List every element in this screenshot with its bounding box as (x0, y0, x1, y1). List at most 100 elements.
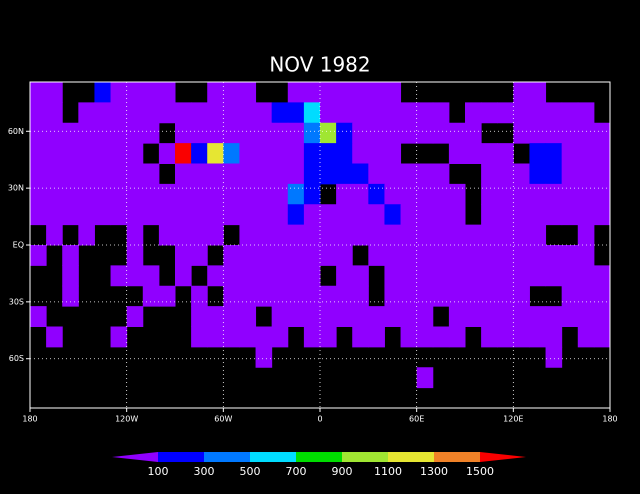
data-cell (271, 306, 289, 327)
data-cell (255, 143, 273, 164)
data-cell (94, 183, 112, 205)
data-cell (191, 163, 208, 185)
data-cell (529, 102, 547, 124)
y-tick-label: 30S (9, 297, 24, 306)
data-cell (142, 163, 160, 185)
data-cell (384, 82, 402, 103)
data-cell (416, 224, 434, 246)
data-cell (158, 183, 176, 205)
data-cell (207, 306, 224, 327)
data-cell (336, 82, 353, 103)
data-cell (561, 183, 579, 205)
data-cell (320, 163, 337, 185)
data-cell (62, 122, 79, 144)
data-cell (78, 102, 95, 124)
data-cell (384, 163, 402, 185)
colorbar-segment (158, 452, 205, 462)
colorbar-label: 1300 (420, 465, 448, 478)
data-cell (46, 183, 63, 205)
data-cell (400, 306, 418, 327)
data-cell (110, 265, 128, 287)
data-cell (513, 82, 530, 103)
data-cell (62, 285, 79, 307)
data-cell (545, 204, 563, 226)
data-cell (384, 143, 402, 164)
data-cell (207, 82, 224, 103)
data-cell (191, 326, 208, 348)
data-cell (62, 265, 79, 287)
data-cell (239, 326, 257, 348)
data-cell (400, 122, 418, 144)
data-cell (513, 245, 530, 266)
data-cell (94, 143, 112, 164)
data-cell (191, 306, 208, 327)
data-cell (465, 143, 482, 164)
data-cell (287, 224, 305, 246)
data-cell (593, 204, 611, 226)
data-cell (529, 82, 547, 103)
data-cell (416, 204, 434, 226)
data-cell (481, 285, 498, 307)
data-cell (271, 265, 289, 287)
data-cell (223, 204, 240, 226)
data-cell (320, 224, 337, 246)
data-cell (142, 183, 160, 205)
data-cell (78, 204, 95, 226)
data-cell (336, 306, 353, 327)
data-cell (175, 245, 192, 266)
data-cell (158, 285, 176, 307)
data-cell (432, 204, 450, 226)
data-cell (255, 224, 273, 246)
data-cell (368, 306, 385, 327)
colorbar-label: 700 (286, 465, 307, 478)
data-cell (529, 204, 547, 226)
data-cell (448, 285, 466, 307)
colorbar-label: 500 (240, 465, 261, 478)
data-cell (432, 183, 450, 205)
data-cell (30, 122, 47, 144)
data-cell (561, 163, 579, 185)
data-cell (368, 102, 385, 124)
data-cell (126, 204, 144, 226)
data-cell (271, 285, 289, 307)
data-cell (400, 224, 418, 246)
data-cell (320, 143, 337, 164)
data-cell (577, 245, 595, 266)
colorbar: 100 300 500 700 900 1100 1300 1500 (112, 452, 526, 478)
data-cell (239, 224, 257, 246)
data-cell (400, 183, 418, 205)
data-cell (126, 183, 144, 205)
y-tick-label: 30N (8, 184, 24, 193)
data-cell (368, 245, 385, 266)
data-cell (352, 306, 369, 327)
data-cell (207, 183, 224, 205)
data-cell (529, 245, 547, 266)
data-cell (593, 265, 611, 287)
colorbar-label: 300 (194, 465, 215, 478)
data-cell (239, 306, 257, 327)
data-cell (545, 122, 563, 144)
data-cell (271, 245, 289, 266)
colorbar-segment (296, 452, 343, 462)
data-cell (287, 245, 305, 266)
data-cell (352, 224, 369, 246)
data-cell (142, 82, 160, 103)
data-cell (191, 245, 208, 266)
data-cell (529, 306, 547, 327)
data-cell (126, 143, 144, 164)
data-cell (46, 122, 63, 144)
data-cell (529, 163, 547, 185)
data-cell (577, 306, 595, 327)
data-cell (336, 265, 353, 287)
data-cell (352, 143, 369, 164)
data-cell (303, 285, 321, 307)
data-cell (545, 102, 563, 124)
data-cell (30, 245, 47, 266)
data-cell (432, 326, 450, 348)
data-cell (110, 326, 128, 348)
data-cell (255, 285, 273, 307)
data-cell (416, 245, 434, 266)
data-cell (126, 163, 144, 185)
data-cell (336, 285, 353, 307)
data-cell (545, 306, 563, 327)
